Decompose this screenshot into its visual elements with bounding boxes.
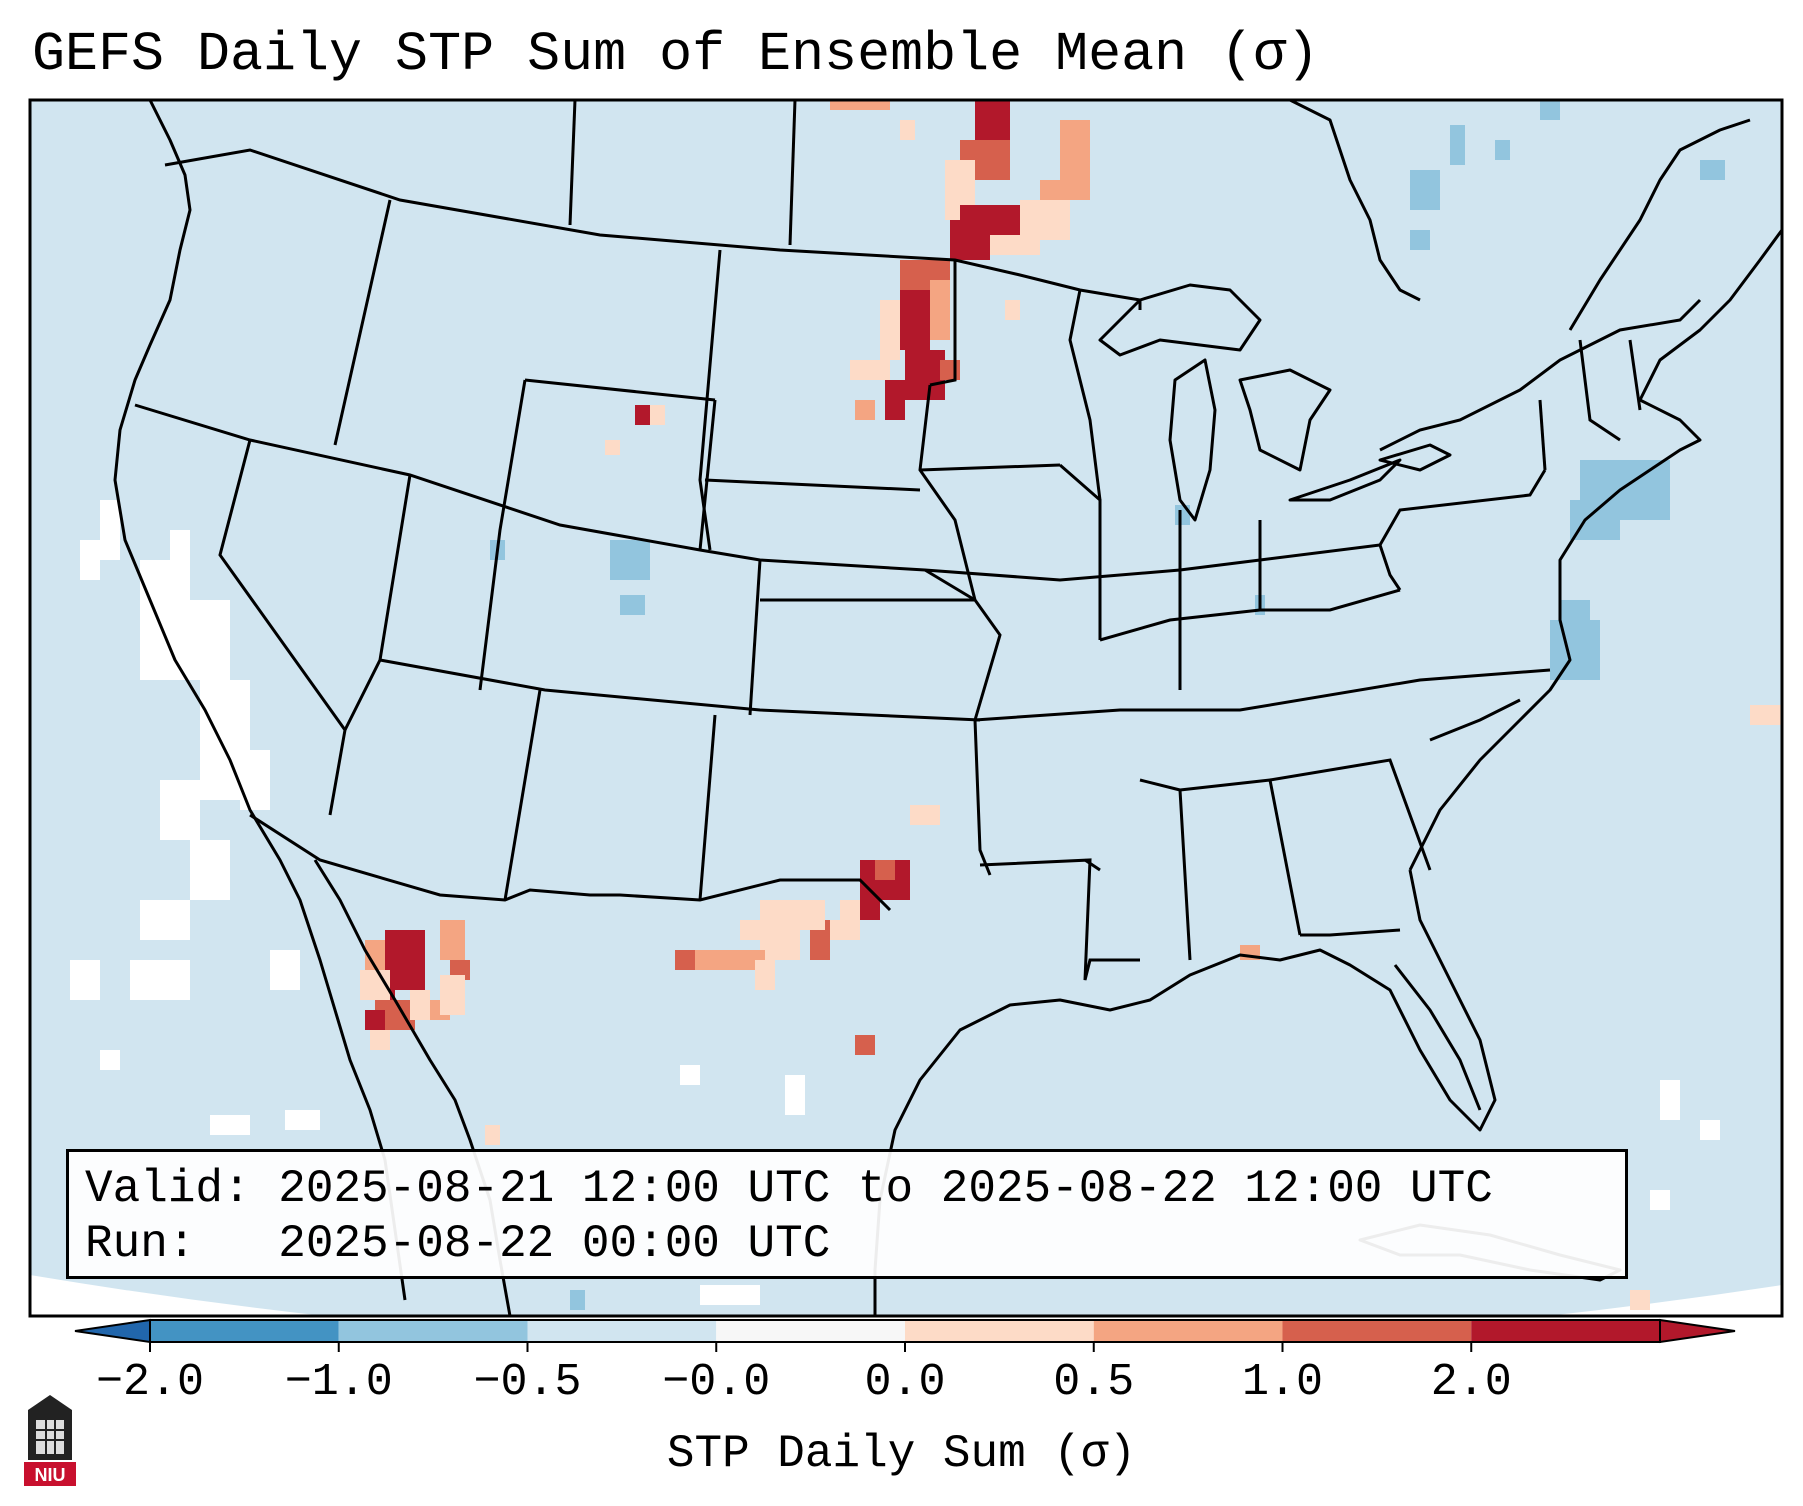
coastline-borders (113, 100, 1782, 1316)
colorbar: −2.0 −1.0 −0.5 −0.0 0.0 0.5 1.0 2.0 (74, 1318, 1736, 1408)
colorbar-tick-label: −2.0 (96, 1357, 204, 1408)
colorbar-tick-label: −0.0 (662, 1357, 770, 1408)
colorbar-extend-low (74, 1318, 151, 1344)
colorbar-segment (338, 1320, 528, 1342)
colorbar-segment (1093, 1320, 1283, 1342)
state-borders (134, 100, 1702, 981)
colorbar-tick-label: 0.5 (1053, 1357, 1134, 1408)
colorbar-tick-label: −0.5 (473, 1357, 581, 1408)
near-zero-cells (70, 500, 1720, 1305)
colorbar-tick-label: −1.0 (285, 1357, 393, 1408)
domain-edge (30, 1275, 1782, 1316)
colorbar-segment (905, 1320, 1094, 1342)
positive-anomaly-cells-north (605, 100, 1090, 455)
colorbar-tick-label: 2.0 (1431, 1357, 1512, 1408)
colorbar-segment (1282, 1320, 1472, 1342)
map-title: GEFS Daily STP Sum of Ensemble Mean (σ) (32, 23, 1320, 86)
colorbar-segment (1471, 1320, 1660, 1342)
colorbar-tick-label: 0.0 (864, 1357, 945, 1408)
colorbar-segment (716, 1320, 905, 1342)
logo-text: NIU (35, 1465, 66, 1485)
colorbar-extend-high (1659, 1318, 1736, 1344)
negative-anomaly-cells (490, 100, 1725, 1310)
colorbar-segment (150, 1320, 339, 1342)
positive-anomaly-cells-texas (675, 805, 1260, 1055)
niu-logo: NIU (24, 1395, 76, 1486)
colorbar-label: STP Daily Sum (σ) (666, 1428, 1137, 1480)
map-frame (28, 98, 1784, 1318)
valid-run-info-box: Valid: 2025-08-21 12:00 UTC to 2025-08-2… (66, 1149, 1628, 1279)
valid-time-line: Valid: 2025-08-21 12:00 UTC to 2025-08-2… (85, 1163, 1493, 1215)
run-time-line: Run: 2025-08-22 00:00 UTC (85, 1218, 831, 1270)
map-plot-area (30, 100, 1782, 1316)
colorbar-tick-label: 1.0 (1242, 1357, 1323, 1408)
colorbar-segment (527, 1320, 717, 1342)
